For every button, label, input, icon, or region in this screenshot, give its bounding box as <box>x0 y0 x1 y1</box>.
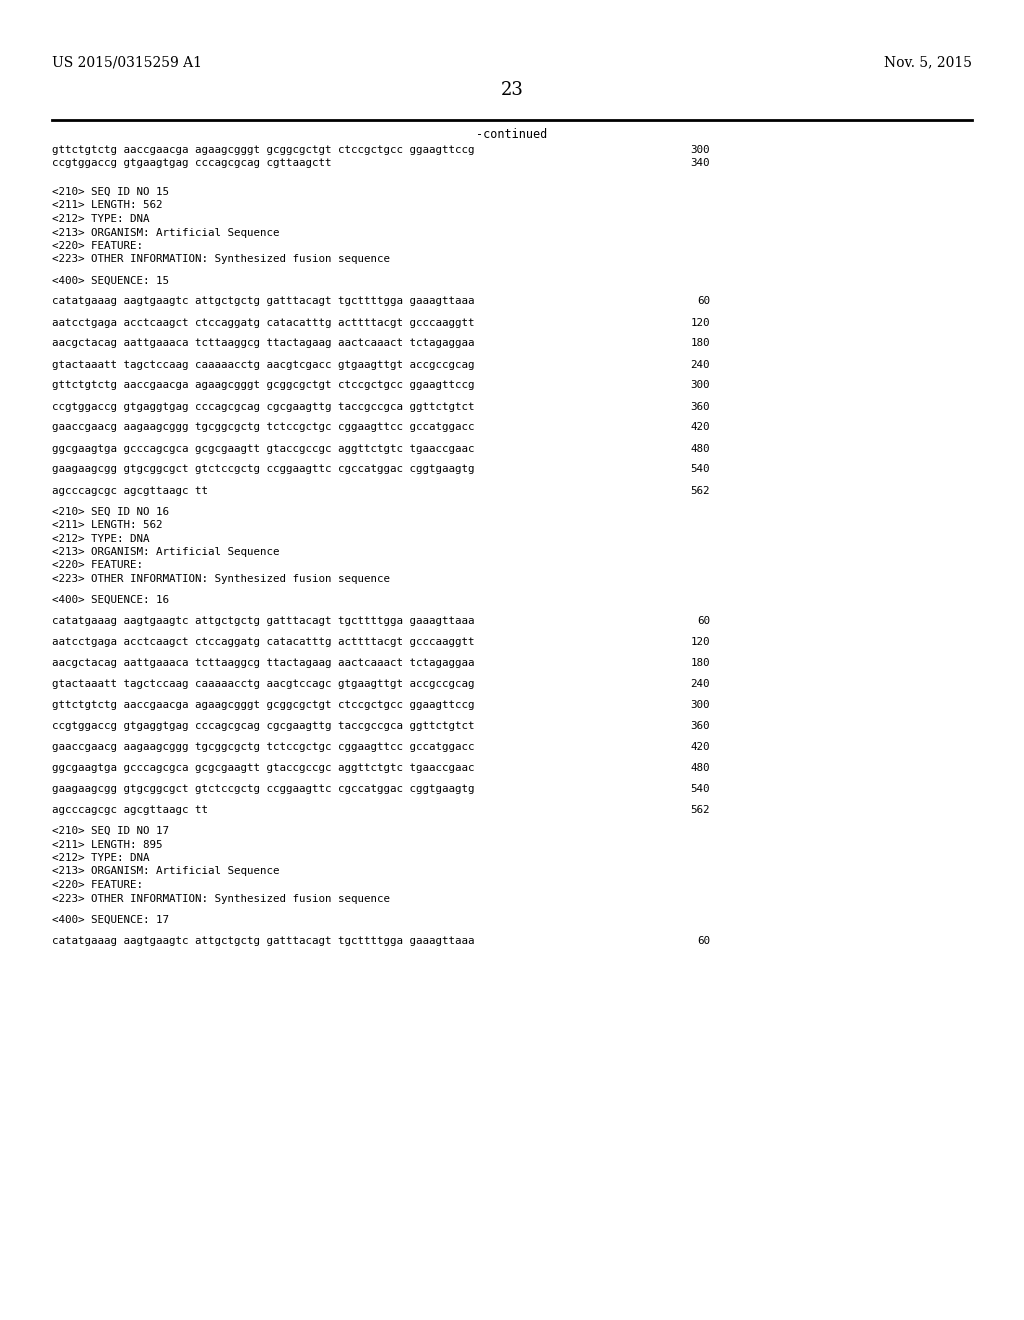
Text: 480: 480 <box>690 444 710 454</box>
Text: 240: 240 <box>690 359 710 370</box>
Text: gttctgtctg aaccgaacga agaagcgggt gcggcgctgt ctccgctgcc ggaagttccg: gttctgtctg aaccgaacga agaagcgggt gcggcgc… <box>52 380 474 391</box>
Text: 180: 180 <box>690 657 710 668</box>
Text: aacgctacag aattgaaaca tcttaaggcg ttactagaag aactcaaact tctagaggaa: aacgctacag aattgaaaca tcttaaggcg ttactag… <box>52 657 474 668</box>
Text: 23: 23 <box>501 81 523 99</box>
Text: catatgaaag aagtgaagtc attgctgctg gatttacagt tgcttttgga gaaagttaaa: catatgaaag aagtgaagtc attgctgctg gatttac… <box>52 616 474 626</box>
Text: 562: 562 <box>690 805 710 814</box>
Text: 240: 240 <box>690 678 710 689</box>
Text: <220> FEATURE:: <220> FEATURE: <box>52 242 143 251</box>
Text: US 2015/0315259 A1: US 2015/0315259 A1 <box>52 55 202 69</box>
Text: <213> ORGANISM: Artificial Sequence: <213> ORGANISM: Artificial Sequence <box>52 227 280 238</box>
Text: 420: 420 <box>690 422 710 433</box>
Text: -continued: -continued <box>476 128 548 140</box>
Text: <210> SEQ ID NO 16: <210> SEQ ID NO 16 <box>52 507 169 516</box>
Text: <223> OTHER INFORMATION: Synthesized fusion sequence: <223> OTHER INFORMATION: Synthesized fus… <box>52 574 390 583</box>
Text: 562: 562 <box>690 486 710 495</box>
Text: <220> FEATURE:: <220> FEATURE: <box>52 880 143 890</box>
Text: gaagaagcgg gtgcggcgct gtctccgctg ccggaagttc cgccatggac cggtgaagtg: gaagaagcgg gtgcggcgct gtctccgctg ccggaag… <box>52 465 474 474</box>
Text: gttctgtctg aaccgaacga agaagcgggt gcggcgctgt ctccgctgcc ggaagttccg: gttctgtctg aaccgaacga agaagcgggt gcggcgc… <box>52 145 474 154</box>
Text: 60: 60 <box>697 616 710 626</box>
Text: ggcgaagtga gcccagcgca gcgcgaagtt gtaccgccgc aggttctgtc tgaaccgaac: ggcgaagtga gcccagcgca gcgcgaagtt gtaccgc… <box>52 763 474 774</box>
Text: Nov. 5, 2015: Nov. 5, 2015 <box>884 55 972 69</box>
Text: <223> OTHER INFORMATION: Synthesized fusion sequence: <223> OTHER INFORMATION: Synthesized fus… <box>52 894 390 903</box>
Text: 420: 420 <box>690 742 710 752</box>
Text: gaaccgaacg aagaagcggg tgcggcgctg tctccgctgc cggaagttcc gccatggacc: gaaccgaacg aagaagcggg tgcggcgctg tctccgc… <box>52 742 474 752</box>
Text: gtactaaatt tagctccaag caaaaacctg aacgtcgacc gtgaagttgt accgccgcag: gtactaaatt tagctccaag caaaaacctg aacgtcg… <box>52 359 474 370</box>
Text: <211> LENGTH: 562: <211> LENGTH: 562 <box>52 520 163 531</box>
Text: <212> TYPE: DNA: <212> TYPE: DNA <box>52 853 150 863</box>
Text: gtactaaatt tagctccaag caaaaacctg aacgtccagc gtgaagttgt accgccgcag: gtactaaatt tagctccaag caaaaacctg aacgtcc… <box>52 678 474 689</box>
Text: 180: 180 <box>690 338 710 348</box>
Text: <400> SEQUENCE: 16: <400> SEQUENCE: 16 <box>52 595 169 605</box>
Text: 360: 360 <box>690 401 710 412</box>
Text: 60: 60 <box>697 936 710 945</box>
Text: gaaccgaacg aagaagcggg tgcggcgctg tctccgctgc cggaagttcc gccatggacc: gaaccgaacg aagaagcggg tgcggcgctg tctccgc… <box>52 422 474 433</box>
Text: <400> SEQUENCE: 15: <400> SEQUENCE: 15 <box>52 276 169 285</box>
Text: 300: 300 <box>690 380 710 391</box>
Text: aatcctgaga acctcaagct ctccaggatg catacatttg acttttacgt gcccaaggtt: aatcctgaga acctcaagct ctccaggatg catacat… <box>52 318 474 327</box>
Text: 300: 300 <box>690 700 710 710</box>
Text: 540: 540 <box>690 784 710 795</box>
Text: <210> SEQ ID NO 15: <210> SEQ ID NO 15 <box>52 187 169 197</box>
Text: <211> LENGTH: 895: <211> LENGTH: 895 <box>52 840 163 850</box>
Text: catatgaaag aagtgaagtc attgctgctg gatttacagt tgcttttgga gaaagttaaa: catatgaaag aagtgaagtc attgctgctg gatttac… <box>52 297 474 306</box>
Text: <212> TYPE: DNA: <212> TYPE: DNA <box>52 533 150 544</box>
Text: gaagaagcgg gtgcggcgct gtctccgctg ccggaagttc cgccatggac cggtgaagtg: gaagaagcgg gtgcggcgct gtctccgctg ccggaag… <box>52 784 474 795</box>
Text: <213> ORGANISM: Artificial Sequence: <213> ORGANISM: Artificial Sequence <box>52 546 280 557</box>
Text: 340: 340 <box>690 158 710 169</box>
Text: ccgtggaccg gtgaggtgag cccagcgcag cgcgaagttg taccgccgca ggttctgtct: ccgtggaccg gtgaggtgag cccagcgcag cgcgaag… <box>52 721 474 731</box>
Text: agcccagcgc agcgttaagc tt: agcccagcgc agcgttaagc tt <box>52 805 208 814</box>
Text: ccgtggaccg gtgaggtgag cccagcgcag cgcgaagttg taccgccgca ggttctgtct: ccgtggaccg gtgaggtgag cccagcgcag cgcgaag… <box>52 401 474 412</box>
Text: <210> SEQ ID NO 17: <210> SEQ ID NO 17 <box>52 826 169 836</box>
Text: <211> LENGTH: 562: <211> LENGTH: 562 <box>52 201 163 210</box>
Text: <400> SEQUENCE: 17: <400> SEQUENCE: 17 <box>52 915 169 924</box>
Text: <213> ORGANISM: Artificial Sequence: <213> ORGANISM: Artificial Sequence <box>52 866 280 876</box>
Text: catatgaaag aagtgaagtc attgctgctg gatttacagt tgcttttgga gaaagttaaa: catatgaaag aagtgaagtc attgctgctg gatttac… <box>52 936 474 945</box>
Text: 120: 120 <box>690 318 710 327</box>
Text: ggcgaagtga gcccagcgca gcgcgaagtt gtaccgccgc aggttctgtc tgaaccgaac: ggcgaagtga gcccagcgca gcgcgaagtt gtaccgc… <box>52 444 474 454</box>
Text: gttctgtctg aaccgaacga agaagcgggt gcggcgctgt ctccgctgcc ggaagttccg: gttctgtctg aaccgaacga agaagcgggt gcggcgc… <box>52 700 474 710</box>
Text: 60: 60 <box>697 297 710 306</box>
Text: <220> FEATURE:: <220> FEATURE: <box>52 561 143 570</box>
Text: 360: 360 <box>690 721 710 731</box>
Text: <223> OTHER INFORMATION: Synthesized fusion sequence: <223> OTHER INFORMATION: Synthesized fus… <box>52 255 390 264</box>
Text: 480: 480 <box>690 763 710 774</box>
Text: 540: 540 <box>690 465 710 474</box>
Text: aacgctacag aattgaaaca tcttaaggcg ttactagaag aactcaaact tctagaggaa: aacgctacag aattgaaaca tcttaaggcg ttactag… <box>52 338 474 348</box>
Text: aatcctgaga acctcaagct ctccaggatg catacatttg acttttacgt gcccaaggtt: aatcctgaga acctcaagct ctccaggatg catacat… <box>52 638 474 647</box>
Text: 120: 120 <box>690 638 710 647</box>
Text: agcccagcgc agcgttaagc tt: agcccagcgc agcgttaagc tt <box>52 486 208 495</box>
Text: <212> TYPE: DNA: <212> TYPE: DNA <box>52 214 150 224</box>
Text: ccgtggaccg gtgaagtgag cccagcgcag cgttaagctt: ccgtggaccg gtgaagtgag cccagcgcag cgttaag… <box>52 158 332 169</box>
Text: 300: 300 <box>690 145 710 154</box>
